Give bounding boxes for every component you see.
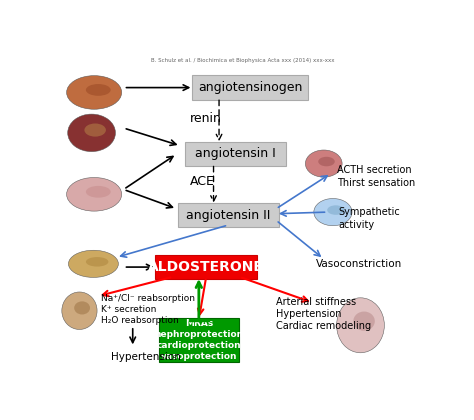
FancyBboxPatch shape bbox=[178, 203, 279, 227]
Text: Sympathetic
activity: Sympathetic activity bbox=[338, 207, 400, 230]
Ellipse shape bbox=[305, 150, 342, 177]
Ellipse shape bbox=[66, 178, 122, 211]
Text: ALDOSTERONE: ALDOSTERONE bbox=[148, 260, 264, 274]
Ellipse shape bbox=[318, 157, 335, 166]
Text: angiotensinogen: angiotensinogen bbox=[198, 81, 302, 94]
Ellipse shape bbox=[86, 186, 110, 198]
Ellipse shape bbox=[68, 250, 118, 278]
Text: angiotensin I: angiotensin I bbox=[195, 147, 276, 160]
Ellipse shape bbox=[74, 302, 90, 315]
Text: renin: renin bbox=[190, 112, 221, 125]
Ellipse shape bbox=[86, 84, 110, 96]
Ellipse shape bbox=[353, 312, 375, 331]
Ellipse shape bbox=[337, 298, 384, 353]
FancyBboxPatch shape bbox=[155, 255, 257, 279]
Text: angiotensin II: angiotensin II bbox=[186, 209, 271, 222]
Text: ACE: ACE bbox=[190, 175, 215, 188]
Text: MRAs
nephroprotection
cardioprotection
vasoprotection: MRAs nephroprotection cardioprotection v… bbox=[154, 319, 244, 361]
Ellipse shape bbox=[327, 205, 345, 215]
FancyBboxPatch shape bbox=[192, 75, 308, 100]
Text: Na⁺/Cl⁻ reabsorption
K⁺ secretion
H₂O reabsorption: Na⁺/Cl⁻ reabsorption K⁺ secretion H₂O re… bbox=[101, 294, 195, 325]
Ellipse shape bbox=[68, 114, 116, 152]
Ellipse shape bbox=[86, 257, 109, 267]
Ellipse shape bbox=[62, 292, 97, 330]
Text: Hypertension: Hypertension bbox=[110, 352, 181, 362]
Text: Arterial stiffness
Hypertension
Cardiac remodeling: Arterial stiffness Hypertension Cardiac … bbox=[276, 297, 371, 331]
Ellipse shape bbox=[66, 76, 122, 109]
Ellipse shape bbox=[84, 123, 106, 136]
Text: ACTH secretion
Thirst sensation: ACTH secretion Thirst sensation bbox=[337, 165, 415, 188]
Text: Vasoconstriction: Vasoconstriction bbox=[316, 259, 402, 269]
FancyBboxPatch shape bbox=[185, 142, 286, 166]
Ellipse shape bbox=[314, 199, 352, 226]
Text: B. Schulz et al. / Biochimica et Biophysica Acta xxx (2014) xxx-xxx: B. Schulz et al. / Biochimica et Biophys… bbox=[151, 58, 335, 63]
FancyBboxPatch shape bbox=[159, 318, 238, 362]
